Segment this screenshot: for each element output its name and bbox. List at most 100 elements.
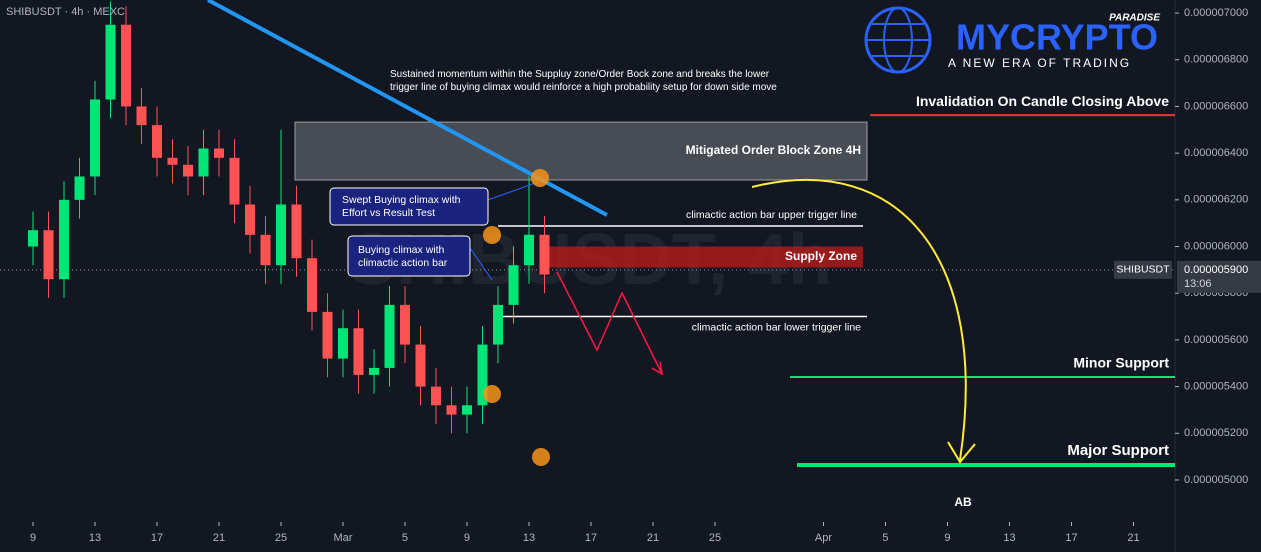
candle-body: [539, 234, 550, 275]
x-tick-label: 13: [523, 532, 535, 544]
candle-body: [105, 24, 116, 100]
marker: [532, 448, 550, 466]
callout-box: [347, 235, 471, 277]
candle-body: [492, 304, 503, 345]
y-tick-label: 0.000006200: [1184, 194, 1248, 206]
candle-body: [152, 125, 163, 158]
x-tick-label: 13: [89, 532, 101, 544]
price-label: 0.000005900: [1184, 264, 1248, 276]
candle-body: [461, 405, 472, 415]
x-tick-label: 21: [647, 532, 659, 544]
candle-body: [229, 157, 240, 205]
note: Sustained momentum within the Suppluy zo…: [390, 69, 777, 93]
candle-body: [384, 304, 395, 368]
candle-body: [337, 328, 348, 359]
candle-body: [276, 204, 287, 266]
y-tick-label: 0.000006000: [1184, 240, 1248, 252]
candle-body: [136, 106, 147, 126]
candle-body: [523, 234, 534, 266]
x-tick-label: Apr: [815, 532, 832, 544]
pointer: [487, 181, 539, 201]
x-tick-label: 13: [1003, 532, 1015, 544]
candle-body: [353, 328, 364, 375]
symbol-header: SHIBUSDT · 4h · MEXC: [6, 6, 125, 18]
candle-body: [183, 164, 194, 177]
marker: [483, 385, 501, 403]
logo-slogan: A NEW ERA OF TRADING: [948, 56, 1131, 70]
x-tick-label: 9: [944, 532, 950, 544]
logo-tag: PARADISE: [1109, 13, 1160, 24]
projection-arrow: [556, 271, 663, 375]
level-label: Major Support: [1067, 442, 1169, 459]
logo-brand: MYCRYPTO: [956, 17, 1158, 58]
symbol-box: [1114, 260, 1172, 279]
marker: [483, 226, 501, 244]
x-tick-label: 17: [1065, 532, 1077, 544]
y-tick-label: 0.000006600: [1184, 100, 1248, 112]
arrow-head: [947, 441, 976, 464]
y-tick-label: 0.000005200: [1184, 427, 1248, 439]
candle-body: [399, 304, 410, 345]
x-tick-label: 17: [151, 532, 163, 544]
candle-body: [291, 204, 302, 259]
x-tick-label: 5: [882, 532, 888, 544]
x-tick-label: 5: [402, 532, 408, 544]
candle-body: [198, 148, 209, 177]
candle-body: [430, 386, 441, 406]
y-tick-label: 0.000007000: [1184, 7, 1248, 19]
candle-body: [90, 99, 101, 177]
x-tick-label: 21: [1127, 532, 1139, 544]
level-label: climactic action bar upper trigger line: [686, 209, 857, 221]
candle-body: [260, 234, 271, 266]
candle-body: [415, 344, 426, 387]
candle-body: [322, 311, 333, 359]
candle-body: [59, 199, 70, 280]
marker: [531, 169, 549, 187]
y-tick-label: 0.000005000: [1184, 474, 1248, 486]
candle-body: [28, 230, 39, 247]
symbol-label: SHIBUSDT: [1116, 264, 1170, 276]
level-label: climactic action bar lower trigger line: [692, 321, 861, 333]
zone: [543, 246, 863, 268]
y-tick-label: 0.000005400: [1184, 381, 1248, 393]
x-tick-label: Mar: [334, 532, 353, 544]
price-box: [1177, 260, 1261, 293]
x-tick-label: 25: [709, 532, 721, 544]
candle-body: [368, 367, 379, 375]
candle-body: [245, 204, 256, 235]
candle-body: [446, 405, 457, 415]
target-arrow: [751, 178, 967, 461]
pointer: [469, 247, 493, 281]
candle-body: [121, 24, 132, 107]
zone-label: Supply Zone: [785, 249, 857, 263]
callout: Buying climax with climactic action bar: [358, 244, 448, 269]
candle-body: [477, 344, 488, 406]
x-tick-label: 9: [30, 532, 36, 544]
x-tick-label: 9: [464, 532, 470, 544]
zone-label: Mitigated Order Block Zone 4H: [686, 143, 861, 157]
candle-body: [214, 148, 225, 158]
y-tick-label: 0.000005600: [1184, 334, 1248, 346]
callout: Swept Buying climax with Effort vs Result…: [342, 194, 461, 219]
callout-box: [329, 187, 489, 226]
level-label: Minor Support: [1073, 355, 1169, 371]
x-tick-label: 25: [275, 532, 287, 544]
candle-body: [508, 265, 519, 305]
y-tick-label: 0.000006400: [1184, 147, 1248, 159]
y-tick-label: 0.000006800: [1184, 54, 1248, 66]
countdown: 13:06: [1184, 278, 1212, 290]
logo: PARADISE MYCRYPTO A NEW ERA OF TRADING: [864, 6, 1160, 74]
candle-body: [43, 230, 54, 280]
candle-body: [307, 258, 318, 312]
x-tick-label: 21: [213, 532, 225, 544]
candle-body: [167, 157, 178, 165]
candle-body: [74, 176, 85, 200]
x-tick-label: 17: [585, 532, 597, 544]
level-label: Invalidation On Candle Closing Above: [916, 93, 1169, 109]
zone: [294, 121, 868, 181]
corner-label: AB: [954, 495, 972, 509]
arrow-head: [651, 361, 664, 376]
